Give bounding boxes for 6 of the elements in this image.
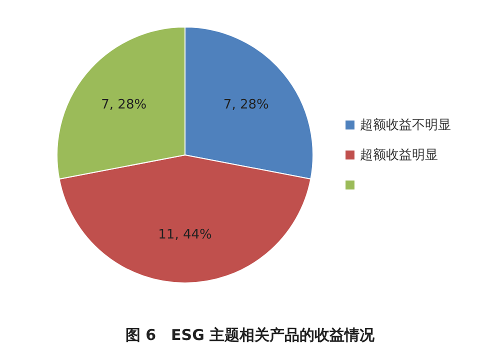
data-label: 11, 44%: [158, 227, 212, 242]
data-label: 7, 28%: [101, 97, 147, 112]
data-label: 7, 28%: [223, 97, 269, 112]
legend-label: 超额收益明显: [360, 148, 438, 163]
legend-label: 超额收益不明显: [360, 118, 451, 133]
caption: 图 6 ESG 主题相关产品的收益情况: [125, 326, 376, 344]
